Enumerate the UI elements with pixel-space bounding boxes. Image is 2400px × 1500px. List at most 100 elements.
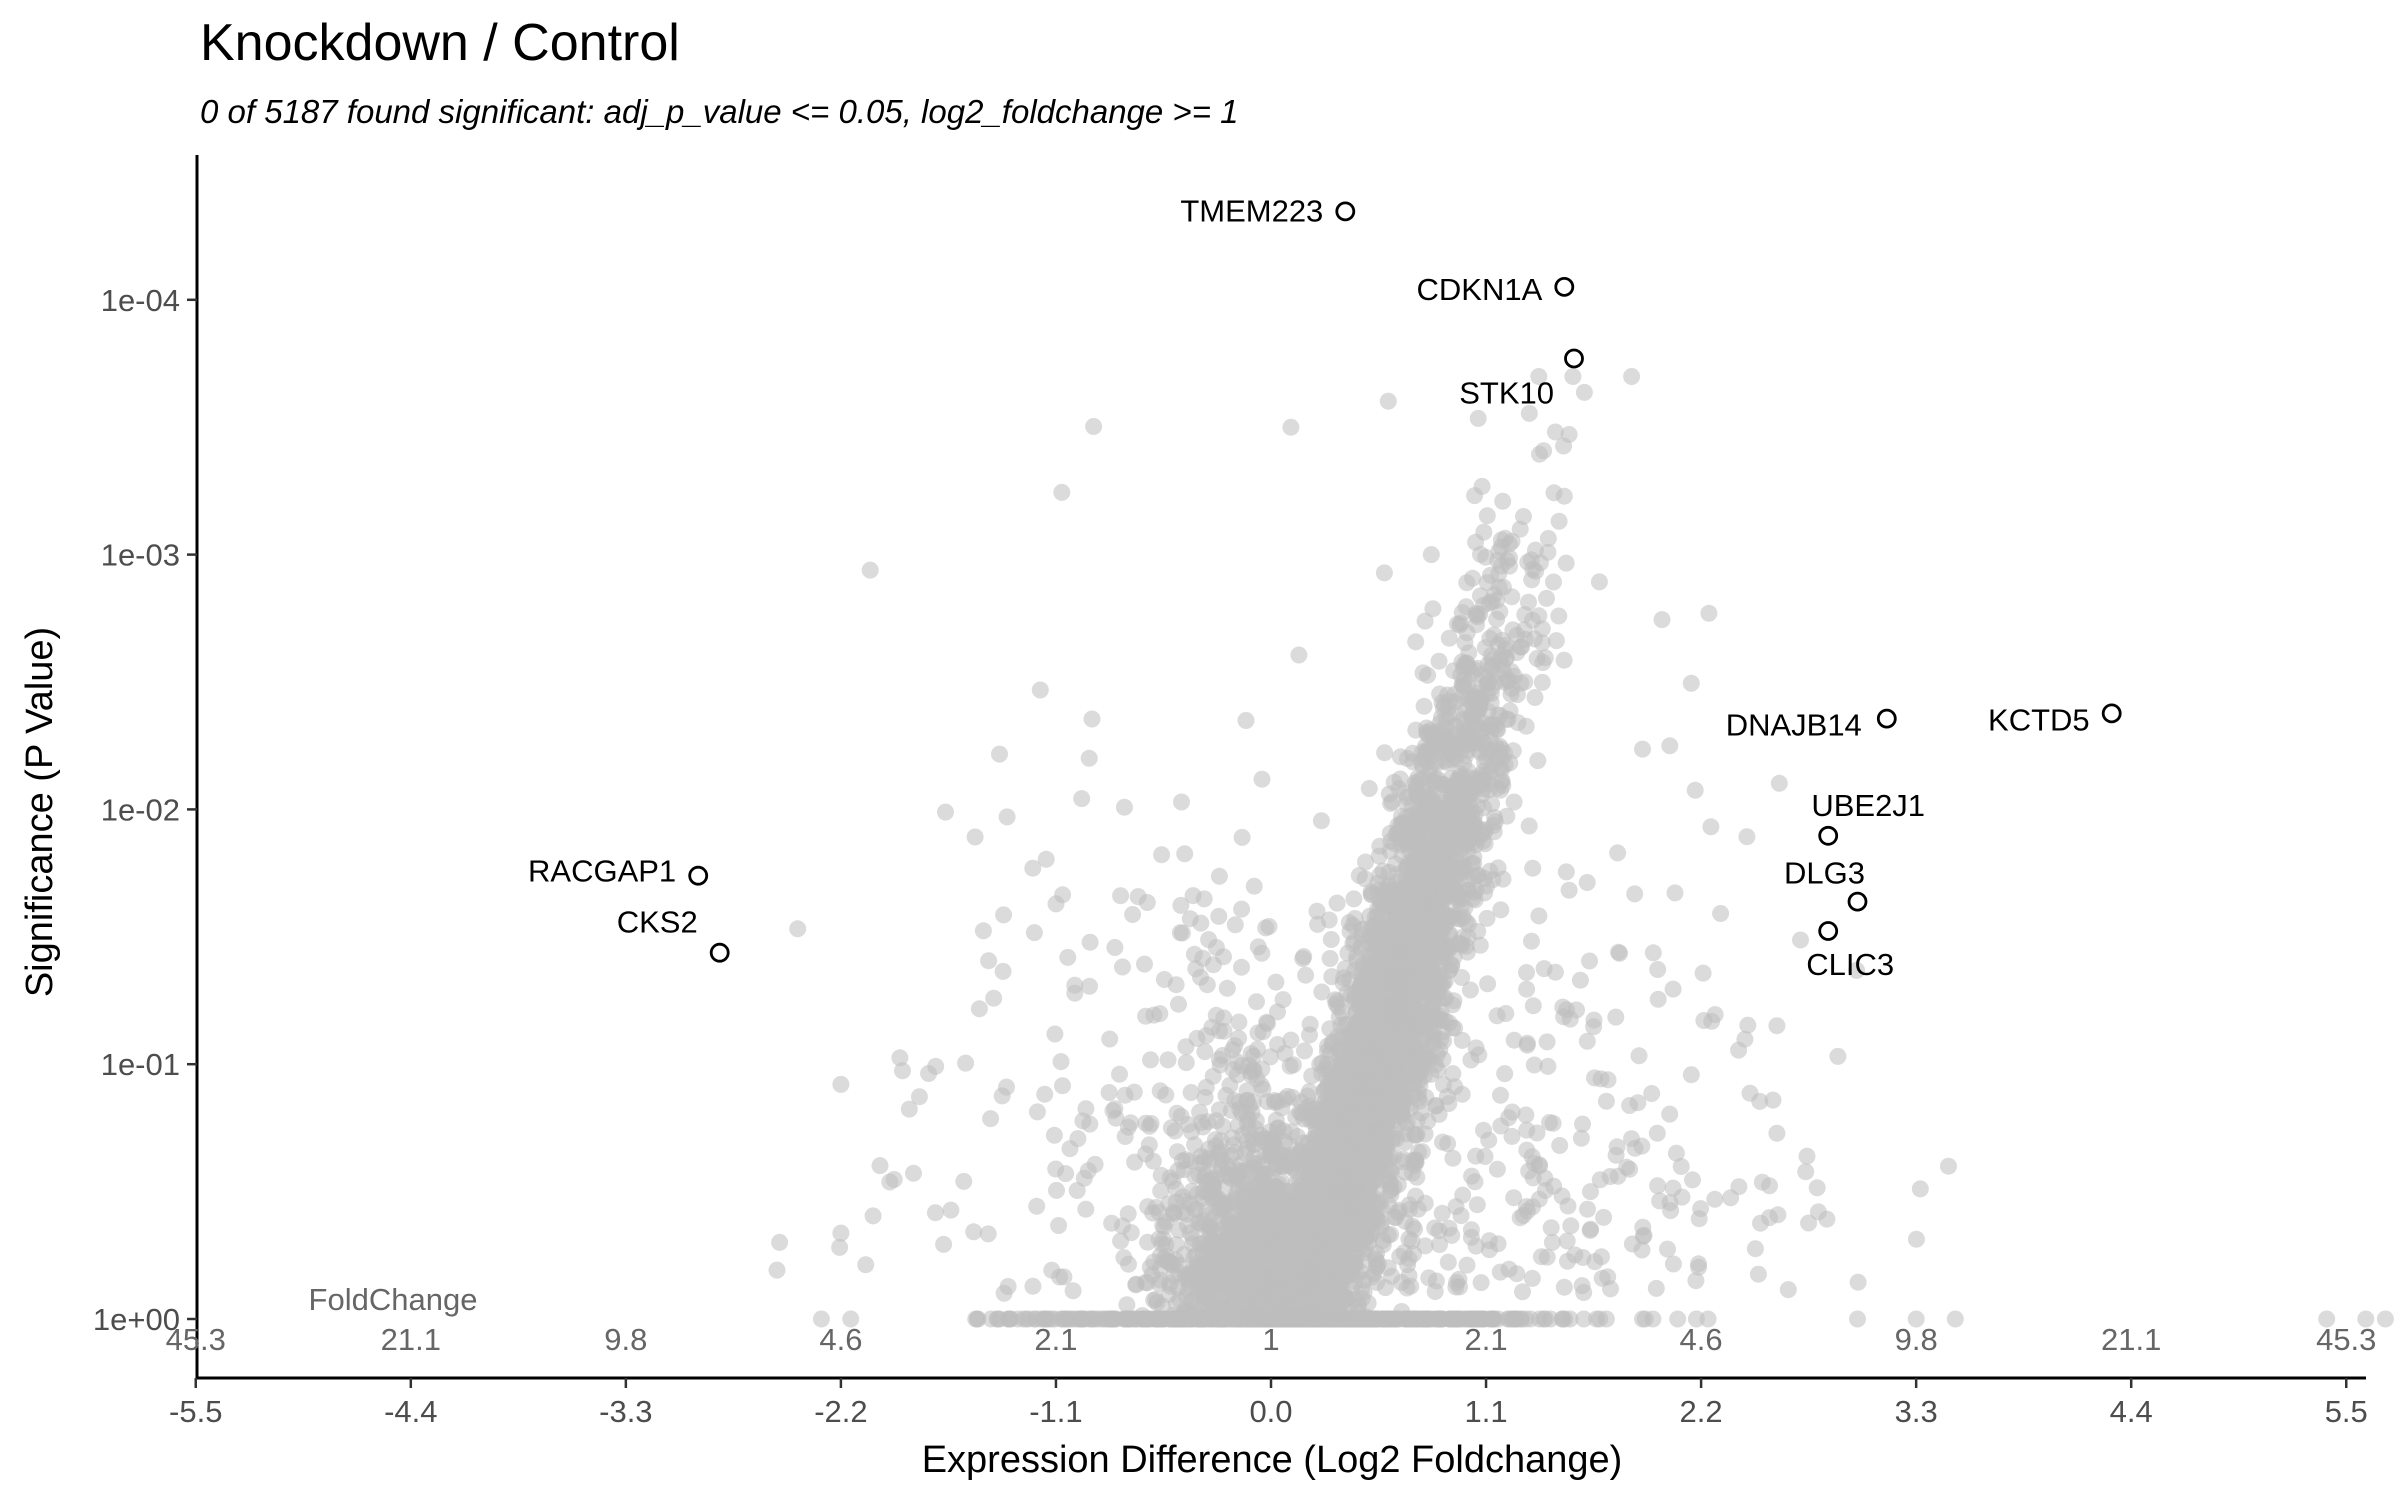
data-point <box>1461 981 1479 999</box>
data-point <box>1046 1025 1064 1043</box>
data-point <box>1470 1046 1488 1064</box>
data-point <box>1176 845 1194 863</box>
data-point <box>1061 1140 1079 1158</box>
data-point <box>1066 976 1084 994</box>
chart-title: Knockdown / Control <box>200 14 680 72</box>
data-point <box>1730 1041 1748 1059</box>
data-point <box>1458 1256 1476 1274</box>
data-point <box>891 1049 909 1067</box>
data-point <box>1114 958 1131 976</box>
data-point <box>1379 1104 1397 1122</box>
data-point <box>857 1256 875 1274</box>
data-point <box>1396 1134 1414 1151</box>
data-point <box>1353 1280 1371 1298</box>
data-point <box>1112 1232 1130 1250</box>
data-point <box>1578 874 1596 891</box>
data-point <box>1526 689 1544 706</box>
data-point <box>1738 828 1756 846</box>
data-point <box>1492 1117 1510 1135</box>
data-point <box>1464 569 1482 587</box>
data-point <box>1517 1106 1535 1124</box>
data-point <box>1262 1048 1279 1066</box>
data-point <box>1227 1143 1245 1161</box>
data-point <box>1667 1144 1685 1162</box>
data-point <box>1531 554 1549 572</box>
data-point <box>1739 1016 1757 1034</box>
data-point <box>1491 1263 1509 1281</box>
data-point <box>1572 1129 1590 1147</box>
data-point <box>1103 1214 1121 1232</box>
data-point <box>1496 1065 1514 1083</box>
data-point <box>1453 1031 1471 1049</box>
data-point <box>1264 1134 1282 1152</box>
data-point <box>1503 1103 1521 1121</box>
data-point <box>1195 890 1213 908</box>
data-point <box>1488 610 1506 628</box>
data-point <box>1321 950 1339 967</box>
data-point <box>1431 1236 1448 1253</box>
data-point <box>1385 1052 1403 1070</box>
data-point <box>1634 1218 1652 1236</box>
data-point <box>1519 553 1537 571</box>
data-point <box>1518 1121 1536 1139</box>
data-point <box>894 1062 911 1080</box>
data-point <box>1081 977 1098 995</box>
data-point <box>1503 1127 1521 1145</box>
data-point <box>1648 1124 1666 1142</box>
data-point <box>994 962 1012 980</box>
data-point <box>1546 423 1564 441</box>
data-point <box>1204 1204 1222 1222</box>
data-point <box>1398 795 1416 813</box>
data-point <box>980 952 998 970</box>
data-point <box>1651 1192 1669 1210</box>
data-point <box>1597 1092 1615 1110</box>
data-point <box>1367 1251 1385 1269</box>
data-point <box>1426 723 1444 741</box>
data-point <box>1210 867 1228 885</box>
data-point <box>1907 1230 1925 1248</box>
data-point <box>1214 1117 1232 1135</box>
data-point <box>1359 1022 1377 1040</box>
data-point <box>1798 1147 1816 1165</box>
data-point <box>1730 1178 1748 1196</box>
data-point <box>1297 966 1315 984</box>
data-point <box>1121 1310 1139 1328</box>
data-point <box>1633 1241 1651 1259</box>
data-point <box>1518 1141 1536 1159</box>
data-point <box>1248 993 1265 1011</box>
data-point <box>1237 712 1255 729</box>
data-point <box>1319 1270 1337 1288</box>
data-point <box>1546 963 1564 981</box>
data-point <box>1611 944 1629 962</box>
data-point <box>1116 1128 1134 1145</box>
data-point <box>1435 1076 1452 1094</box>
data-point <box>1792 931 1809 949</box>
data-point <box>1350 867 1368 884</box>
data-point <box>771 1233 789 1251</box>
data-point <box>1483 795 1501 813</box>
data-point <box>1505 793 1523 811</box>
data-point <box>1486 809 1503 826</box>
data-point <box>1518 980 1536 998</box>
data-point <box>1308 902 1326 920</box>
data-point <box>1106 939 1124 956</box>
data-point <box>1595 1208 1613 1226</box>
data-point <box>1439 1253 1457 1271</box>
data-point <box>1508 686 1526 703</box>
data-point <box>1405 1245 1422 1263</box>
data-point <box>1493 647 1510 665</box>
data-point <box>1492 901 1510 919</box>
data-point <box>999 1278 1017 1295</box>
data-point <box>1581 952 1598 970</box>
data-point <box>1643 1085 1661 1102</box>
data-point <box>1457 655 1475 673</box>
data-point <box>926 1204 944 1222</box>
data-point <box>1706 1190 1724 1208</box>
background-points <box>768 368 2394 1328</box>
data-point <box>970 1000 988 1018</box>
data-point <box>1058 1310 1076 1328</box>
data-point <box>1266 1093 1284 1111</box>
data-point <box>1582 1183 1599 1201</box>
data-point <box>1426 1219 1444 1237</box>
